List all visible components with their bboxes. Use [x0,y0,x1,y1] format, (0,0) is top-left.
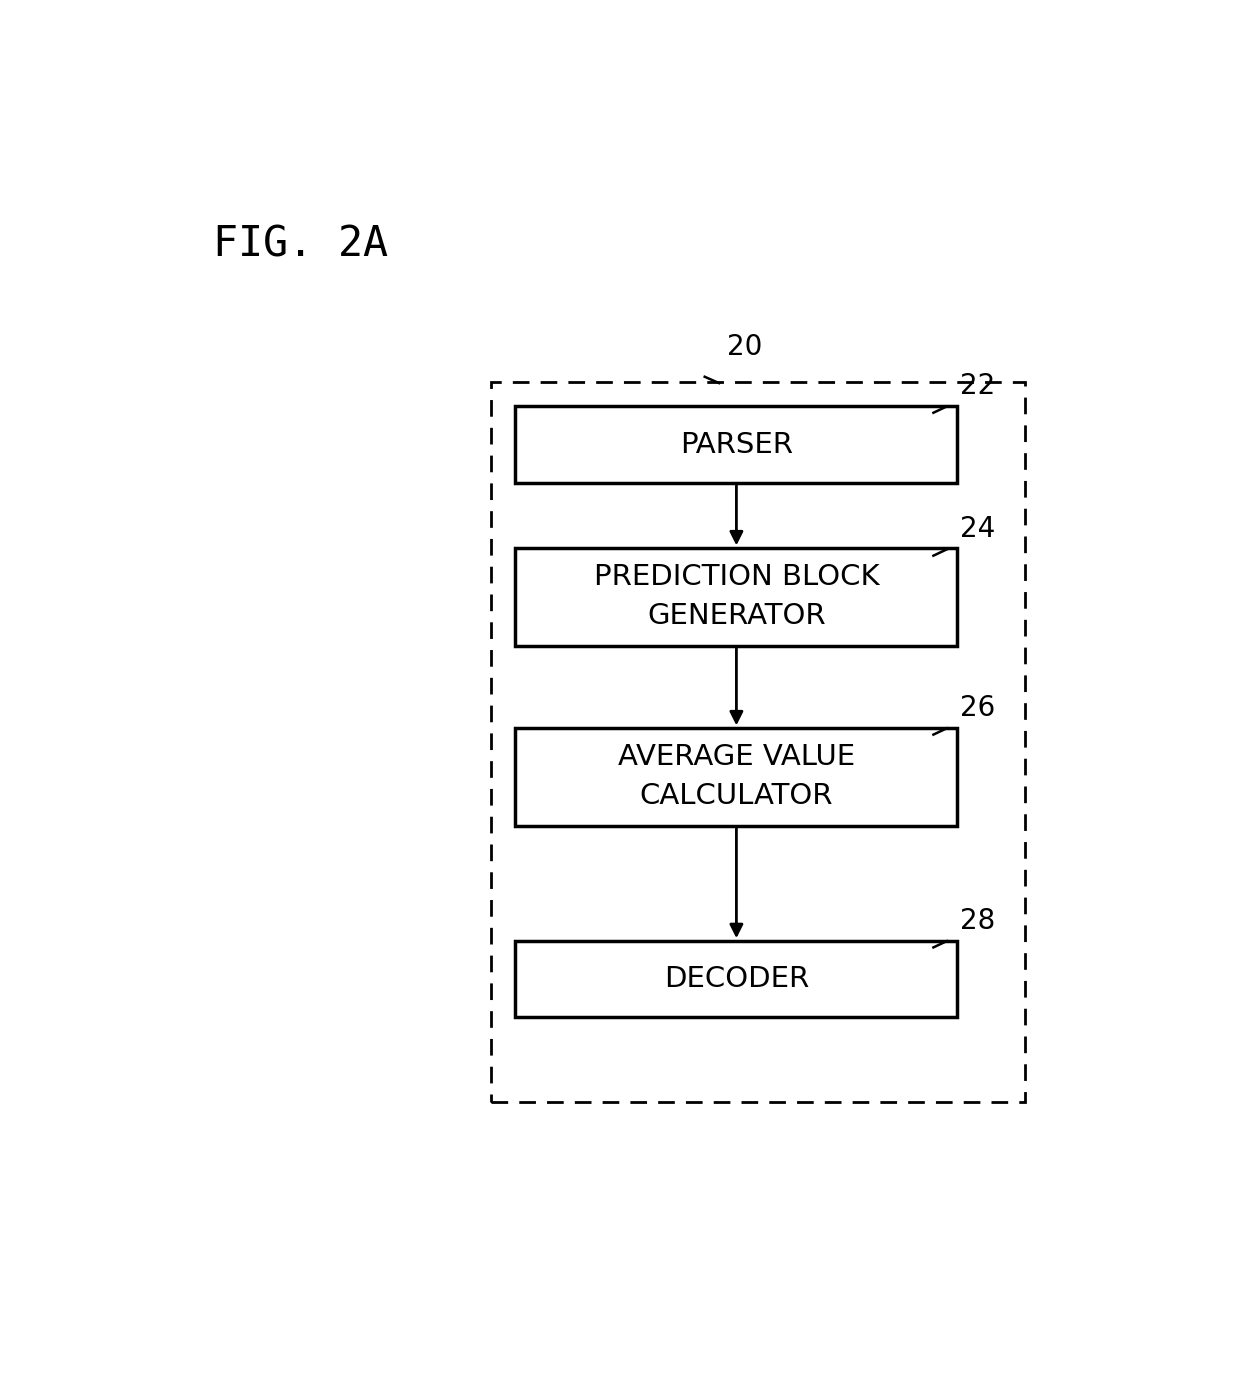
Text: PARSER: PARSER [680,430,792,458]
Bar [516,549,957,646]
Bar [516,941,957,1018]
Text: AVERAGE VALUE
CALCULATOR: AVERAGE VALUE CALCULATOR [618,744,854,810]
Bar [516,407,957,483]
Text: 26: 26 [960,694,996,722]
Text: 24: 24 [960,516,996,543]
Bar [491,382,1024,1101]
Text: PREDICTION BLOCK
GENERATOR: PREDICTION BLOCK GENERATOR [594,564,879,631]
Text: FIG. 2A: FIG. 2A [213,223,388,265]
Bar [516,729,957,825]
Text: 22: 22 [960,373,996,400]
Text: 20: 20 [727,333,763,360]
Text: DECODER: DECODER [663,965,808,993]
Text: 28: 28 [960,906,996,935]
